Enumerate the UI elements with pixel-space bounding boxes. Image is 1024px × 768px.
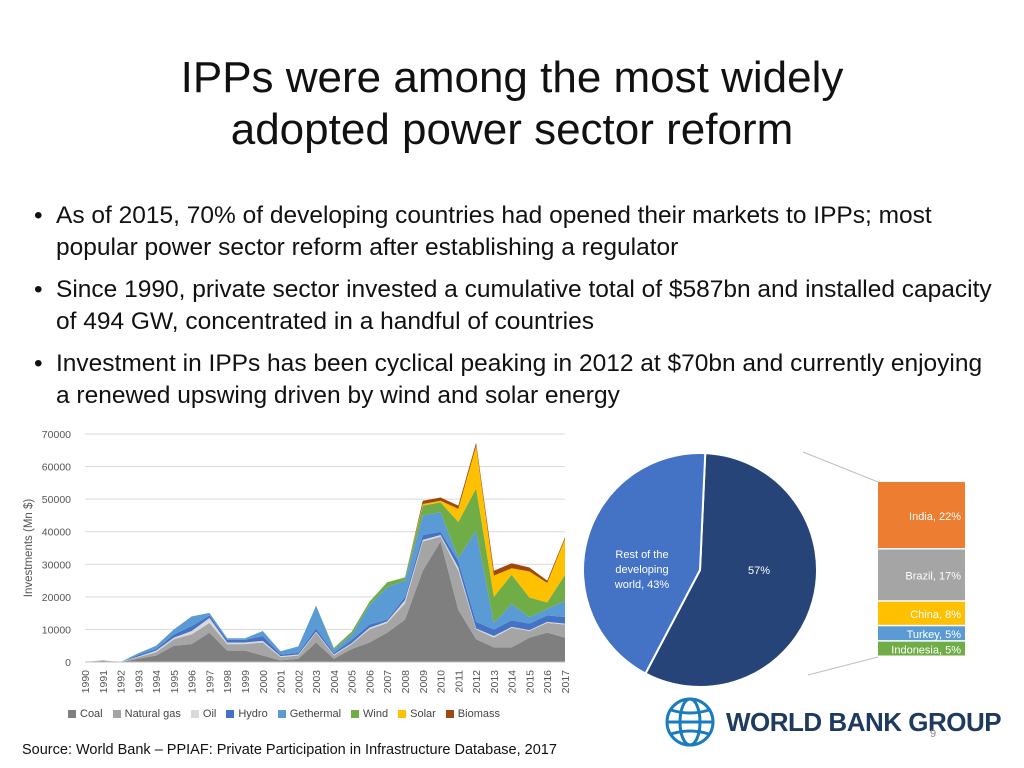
breakdown-segment [878, 641, 965, 656]
y-tick-label: 70000 [42, 429, 71, 441]
breakdown-label: India, 22% [909, 511, 961, 523]
breakdown-label: Indonesia, 5% [891, 644, 961, 656]
y-tick-label: 10000 [42, 624, 71, 636]
legend-entry: Oil [190, 708, 217, 720]
chart-legend: Coal Natural gas Oil Hydro Gethermal Wind Sola… [68, 708, 500, 720]
bullet-list: As of 2015, 70% of developing countries … [30, 200, 1000, 422]
x-tick-label: 2000 [258, 670, 270, 694]
x-tick-label: 2014 [507, 670, 519, 694]
legend-swatch [351, 710, 360, 718]
breakdown-segment [878, 626, 965, 641]
x-tick-label: 1990 [80, 670, 92, 694]
area-series-wind [85, 488, 565, 662]
legend-entry: Natural gas [112, 708, 181, 720]
slide-number: 9 [930, 728, 937, 740]
pie-slice-label: 57% [748, 565, 770, 577]
logo-text: WORLD BANK GROUP [726, 706, 1002, 737]
title-line-1: IPPs were among the most widely [180, 53, 844, 102]
y-tick-label: 20000 [42, 592, 71, 604]
legend-label: Gethermal [289, 708, 342, 720]
legend-swatch [277, 710, 286, 718]
legend-entry: Biomass [445, 708, 500, 720]
connector-line [802, 451, 879, 483]
title-line-2: adopted power sector reform [230, 105, 794, 154]
legend-entry: Hydro [226, 708, 268, 720]
legend-label: Coal [80, 708, 103, 720]
x-tick-label: 1998 [222, 670, 234, 694]
breakdown-label: Turkey, 5% [907, 629, 962, 641]
x-tick-label: 2010 [436, 670, 448, 694]
x-tick-label: 2011 [453, 670, 465, 693]
x-tick-label: 2005 [347, 670, 359, 694]
x-tick-label: 1999 [240, 670, 252, 694]
area-series-gethermal [85, 512, 565, 662]
x-tick-label: 2001 [276, 670, 288, 694]
x-tick-label: 2009 [418, 670, 430, 694]
connector-line [807, 656, 879, 676]
y-tick-label: 30000 [42, 559, 71, 571]
x-tick-label: 2008 [400, 670, 412, 694]
legend-swatch [226, 710, 235, 718]
legend-label: Oil [202, 708, 217, 720]
pie-slice-label: Rest of the [615, 549, 668, 561]
world-bank-logo: WORLD BANK GROUP [664, 696, 1002, 748]
legend-label: Hydro [238, 708, 268, 720]
x-tick-label: 1996 [187, 670, 199, 694]
breakdown-label: Brazil, 17% [905, 571, 961, 583]
x-tick-label: 2017 [560, 670, 572, 694]
globe-icon [665, 697, 715, 747]
breakdown-segment [878, 482, 965, 549]
x-tick-label: 1992 [116, 670, 128, 694]
legend-swatch [398, 710, 407, 718]
bullet-item: Investment in IPPs has been cyclical pea… [30, 348, 1000, 412]
y-tick-label: 40000 [42, 527, 71, 539]
legend-swatch [68, 710, 76, 718]
legend-label: Natural gas [124, 708, 181, 720]
x-tick-label: 2003 [311, 670, 323, 694]
pie-slice [582, 452, 707, 675]
x-tick-label: 2007 [382, 670, 394, 694]
legend-entry: Solar [398, 708, 436, 720]
area-series-natural-gas [85, 536, 565, 662]
x-tick-label: 1993 [133, 670, 145, 694]
legend-entry: Gethermal [277, 708, 342, 720]
y-tick-label: 50000 [42, 494, 71, 506]
legend-entry: Wind [351, 708, 388, 720]
area-chart: 0 10000 20000 30000 40000 50000 60000 70000 Inve… [23, 429, 572, 694]
bullet-item: Since 1990, private sector invested a cu… [30, 274, 1000, 338]
source-note: Source: World Bank – PPIAF: Private Part… [22, 742, 557, 758]
x-tick-label: 2012 [471, 670, 483, 694]
y-axis-label: Investments (Mn $) [23, 499, 35, 598]
x-tick-label: 2016 [542, 670, 554, 694]
pie-chart: Rest of the developing world, 43% 57% India,… [582, 451, 965, 688]
x-tick-label: 2013 [489, 670, 501, 694]
pie-slice-label: developing [615, 564, 668, 576]
y-tick-label: 0 [65, 657, 71, 669]
legend-label: Biomass [457, 708, 500, 720]
breakdown-segment [878, 549, 965, 601]
breakdown-segment [878, 601, 965, 625]
legend-label: Wind [363, 708, 389, 720]
bullet-item: As of 2015, 70% of developing countries … [30, 200, 1000, 264]
legend-label: Solar [410, 708, 436, 720]
pie-slice [644, 452, 818, 688]
x-tick-label: 2006 [364, 670, 376, 694]
breakdown-label: China, 8% [910, 609, 961, 621]
legend-swatch [445, 710, 454, 718]
area-series-coal [85, 541, 565, 662]
x-tick-label: 2004 [329, 670, 341, 694]
pie-slice-label: world, 43% [614, 579, 670, 591]
x-tick-label: 2002 [293, 670, 305, 694]
legend-swatch [190, 710, 199, 718]
y-tick-label: 60000 [42, 462, 71, 474]
x-tick-label: 1997 [204, 670, 216, 694]
x-tick-label: 1995 [169, 670, 181, 694]
x-tick-label: 2015 [524, 670, 536, 694]
legend-entry: Coal [68, 708, 103, 720]
legend-swatch [112, 710, 121, 718]
x-tick-label: 1991 [98, 670, 110, 694]
x-tick-label: 1994 [151, 670, 163, 694]
slide-title: IPPs were among the most widely adopted … [0, 52, 1024, 156]
